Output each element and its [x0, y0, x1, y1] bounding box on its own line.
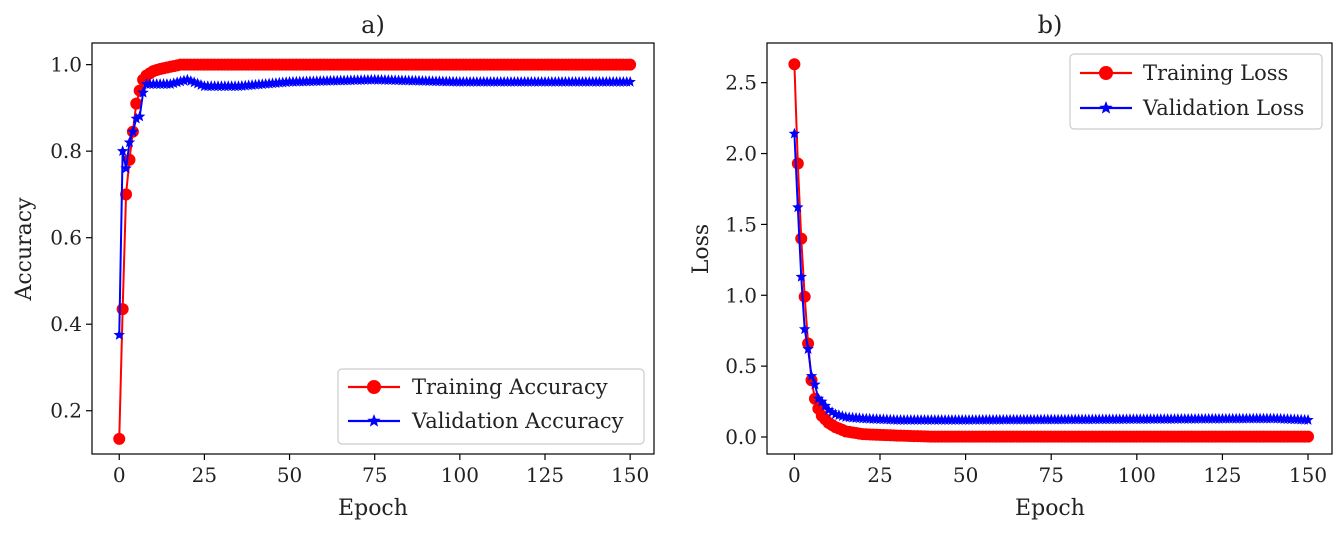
data-point [164, 78, 177, 89]
data-point [174, 75, 187, 87]
legend-box [1069, 53, 1323, 130]
x-tick-label: 25 [192, 463, 217, 487]
loss-chart: b) Epoch Loss 0 25 50 75 100 125 150 0.0 0.5 1.0 1… [689, 11, 1333, 521]
legend-marker-validation-loss [1099, 101, 1113, 114]
series-validation-accuracy [113, 73, 636, 340]
data-point [624, 75, 636, 87]
y-tick-label: 0.8 [50, 139, 82, 163]
x-tick-label: 100 [1118, 463, 1156, 487]
plot-series [113, 58, 637, 445]
data-point [792, 201, 804, 213]
series-training-accuracy [113, 58, 637, 445]
y-tick-label: 2.0 [725, 142, 757, 166]
legend-box [337, 368, 645, 445]
axis-ticks: 0 25 50 75 100 125 150 0.0 0.5 1.0 1.5 2.0 2.5 [725, 71, 1327, 487]
legend-marker-training-accuracy [367, 380, 381, 394]
series-validation-loss [788, 127, 1314, 425]
data-point [1302, 430, 1315, 443]
accuracy-chart: a) Epoch Accuracy 0 25 50 75 100 125 150 0.2 0.4… [12, 11, 655, 521]
y-tick-label: 0.0 [725, 425, 757, 449]
data-point [130, 112, 142, 124]
chart-title: a) [361, 11, 385, 39]
data-point [816, 395, 828, 407]
x-tick-label: 0 [788, 463, 801, 487]
x-tick-label: 0 [113, 463, 126, 487]
y-tick-label: 0.4 [50, 312, 82, 336]
series-line-validation-accuracy [118, 78, 631, 336]
x-tick-label: 150 [611, 463, 649, 487]
legend-marker-training-loss [1099, 66, 1113, 80]
y-tick-label: 0.5 [725, 354, 757, 378]
x-tick-label: 75 [362, 463, 387, 487]
data-point [171, 76, 183, 88]
data-point [624, 58, 637, 71]
data-point [805, 370, 818, 381]
data-point [113, 432, 126, 445]
y-tick-label: 1.5 [725, 212, 757, 236]
data-point [113, 329, 125, 340]
x-tick-label: 150 [1289, 463, 1327, 487]
x-axis-label: Epoch [1015, 496, 1085, 521]
data-point [822, 404, 835, 415]
x-tick-label: 25 [867, 463, 892, 487]
legend-label-training-loss: Training Loss [1143, 61, 1288, 85]
chart-title: b) [1038, 11, 1063, 39]
data-point [133, 110, 146, 122]
series-line-validation-loss [793, 133, 1309, 421]
data-point [130, 97, 143, 110]
data-point [123, 136, 136, 148]
x-axis-label: Epoch [338, 496, 408, 521]
y-tick-label: 1.0 [725, 283, 757, 307]
data-point [788, 58, 801, 71]
legend-label-validation-loss: Validation Loss [1142, 96, 1304, 120]
series-training-loss [788, 58, 1315, 443]
data-point [812, 392, 825, 404]
x-tick-label: 125 [526, 463, 564, 487]
data-point [137, 86, 149, 98]
legend-marker-validation-accuracy [367, 414, 381, 427]
data-point [795, 232, 808, 245]
data-point [120, 162, 132, 174]
data-point [802, 343, 814, 354]
y-tick-label: 2.5 [725, 71, 757, 95]
x-tick-label: 100 [441, 463, 479, 487]
plot-frame [766, 42, 1333, 455]
data-point [798, 323, 811, 335]
plot-series [788, 58, 1315, 443]
data-point [795, 270, 807, 282]
x-tick-label: 50 [953, 463, 978, 487]
data-point [809, 378, 821, 390]
y-tick-label: 0.2 [50, 399, 82, 423]
data-point [1302, 413, 1314, 425]
y-axis-label: Loss [689, 224, 714, 274]
x-tick-label: 50 [277, 463, 302, 487]
legend-label-training-accuracy: Training Accuracy [412, 375, 608, 399]
data-point [788, 127, 801, 139]
data-point [116, 145, 129, 157]
legend-label-validation-accuracy: Validation Accuracy [411, 409, 624, 433]
plot-frame [91, 42, 655, 455]
axis-ticks: 0 25 50 75 100 125 150 0.2 0.4 0.6 0.8 1.0 [50, 53, 649, 487]
data-point [178, 74, 190, 86]
y-tick-label: 1.0 [50, 53, 82, 77]
data-point [116, 303, 129, 316]
legend: Training Accuracy Validation Accuracy [337, 368, 645, 445]
data-point [798, 290, 811, 303]
data-point [826, 406, 838, 418]
y-tick-label: 0.6 [50, 226, 82, 250]
data-point [127, 125, 139, 137]
legend: Training Loss Validation Loss [1069, 53, 1323, 130]
data-point [168, 77, 180, 89]
y-axis-label: Accuracy [12, 197, 37, 302]
x-tick-label: 75 [1038, 463, 1063, 487]
x-tick-label: 125 [1203, 463, 1241, 487]
data-point [819, 399, 831, 411]
data-point [791, 157, 804, 170]
data-point [120, 188, 133, 201]
